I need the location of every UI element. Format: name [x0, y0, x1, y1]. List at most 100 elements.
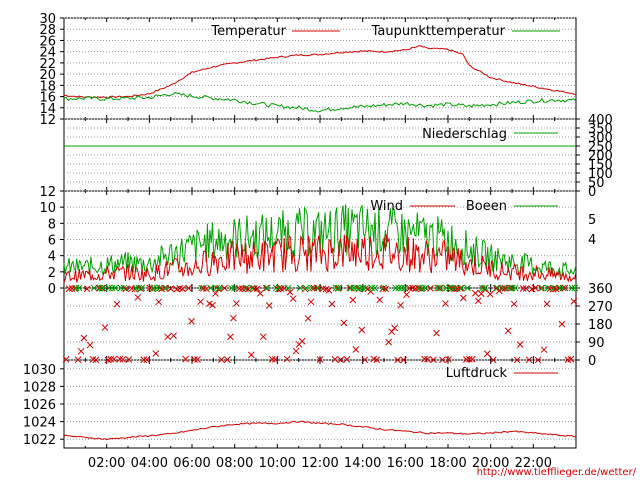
wind-direction-marker-123 [331, 355, 339, 363]
wind-direction-marker-86 [247, 351, 255, 359]
wind-direction-marker-21 [107, 356, 115, 363]
wind-direction-marker-202 [483, 350, 491, 358]
wind-direction-marker-22 [108, 284, 116, 292]
legend-wind-label: Wind [370, 199, 403, 214]
wind-direction-marker-160 [400, 356, 407, 364]
wind-direction-marker-28 [119, 356, 127, 363]
wind-direction-marker-190 [458, 284, 465, 292]
wind-direction-marker-111 [302, 284, 310, 292]
wind-direction-marker-36 [135, 284, 143, 292]
legend-boeen-label: Boeen [466, 199, 507, 214]
wind-direction-marker-26 [116, 355, 124, 363]
wind-direction-marker-35 [134, 294, 142, 301]
wind-direction-marker-24 [111, 284, 119, 292]
wind-direction-marker-182 [445, 356, 452, 363]
wind-direction-marker-193 [464, 284, 471, 292]
y-tick-label-3-0: 0 [588, 354, 596, 369]
wind-direction-marker-74 [221, 284, 228, 292]
wind-direction-marker-204 [489, 356, 497, 364]
wind-direction-marker-241 [568, 284, 576, 292]
wind-direction-marker-159 [398, 284, 406, 292]
wind-direction-marker-38 [138, 284, 146, 292]
wind-direction-marker-100 [277, 285, 285, 292]
y-tick-label-1-100: 100 [588, 167, 613, 182]
wind-direction-marker-61 [194, 356, 201, 363]
y-tick-label-1-200: 200 [588, 149, 613, 164]
wind-direction-marker-197 [474, 297, 482, 305]
wind-direction-marker-113 [307, 298, 315, 306]
wind-direction-marker-43 [150, 284, 158, 292]
wind-direction-marker-90 [256, 290, 264, 297]
wind-direction-marker-60 [191, 356, 198, 363]
wind-direction-marker-81 [236, 285, 243, 292]
wind-direction-marker-178 [437, 284, 444, 292]
wind-direction-marker-172 [424, 355, 431, 363]
wind-direction-marker-93 [263, 284, 271, 292]
y-tick-label-4-1026: 1026 [23, 398, 56, 413]
wind-direction-marker-128 [340, 319, 348, 327]
legend-niederschlag-label: Niederschlag [422, 127, 507, 142]
wind-direction-marker-131 [347, 284, 355, 292]
wind-direction-marker-105 [289, 295, 297, 303]
wind-direction-marker-53 [170, 332, 178, 340]
wind-direction-marker-77 [228, 284, 235, 292]
wind-direction-marker-217 [513, 356, 521, 364]
y-tick-label-4-1028: 1028 [23, 380, 56, 395]
x-time-label-0800: 08:00 [216, 456, 253, 471]
wind-direction-marker-51 [164, 333, 172, 341]
wind-direction-marker-199 [478, 284, 486, 292]
wind-line [63, 234, 577, 283]
legend-temperatur-label: Temperatur [210, 24, 286, 39]
wind-direction-marker-237 [559, 284, 567, 292]
x-time-label-1200: 12:00 [301, 456, 338, 471]
y-tick-label-1-350: 350 [588, 122, 613, 137]
wind-direction-marker-20 [105, 284, 113, 292]
boeen-line [63, 204, 577, 277]
y-tick-label-4-1030: 1030 [23, 363, 56, 378]
wind-direction-marker-72 [216, 284, 223, 292]
chart-frames [63, 17, 577, 449]
wind-direction-marker-0 [62, 356, 70, 363]
wind-direction-marker-148 [376, 296, 384, 304]
y-tick-label-0-18: 18 [39, 79, 56, 94]
temperatur-line [63, 45, 577, 99]
wind-direction-marker-73 [218, 356, 225, 363]
y-tick-label-0-24: 24 [39, 46, 56, 61]
y-tick-label-2-0: 0 [48, 282, 56, 297]
wind-direction-marker-57 [182, 355, 189, 363]
wind-direction-marker-224 [534, 356, 542, 364]
y-tick-label-2-12: 12 [39, 185, 56, 200]
wind-direction-marker-195 [468, 355, 476, 363]
y-tick-label-2-2: 2 [48, 266, 56, 281]
wind-direction-marker-47 [156, 284, 164, 292]
y-tick-label-0-12: 12 [39, 113, 56, 128]
wind-direction-marker-114 [308, 284, 316, 292]
wind-direction-marker-138 [358, 326, 366, 334]
wind-direction-marker-228 [543, 300, 551, 308]
y-tick-label-4-1024: 1024 [23, 416, 56, 431]
y-tick-label-3-270: 270 [588, 300, 613, 315]
y-tick-label-3-90: 90 [588, 336, 605, 351]
wind-direction-marker-116 [313, 284, 321, 292]
y-tick-label-0-26: 26 [39, 34, 56, 49]
wind-direction-marker-163 [406, 284, 413, 292]
wind-direction-marker-62 [197, 298, 204, 306]
wind-direction-marker-49 [161, 284, 169, 292]
wind-direction-marker-75 [224, 356, 231, 364]
wind-direction-marker-126 [335, 284, 343, 292]
wind-direction-marker-140 [361, 356, 369, 364]
wind-direction-marker-203 [486, 290, 494, 298]
x-time-label-0400: 04:00 [131, 456, 168, 471]
y-tick-label-1-250: 250 [588, 140, 613, 155]
wind-direction-marker-156 [394, 356, 402, 364]
wind-direction-marker-154 [391, 324, 399, 332]
wind-direction-marker-151 [382, 285, 390, 292]
wind-direction-marker-212 [505, 284, 513, 292]
wind-direction-marker-225 [537, 284, 545, 292]
wind-direction-marker-68 [209, 301, 216, 309]
wind-direction-marker-167 [416, 284, 423, 292]
source-url[interactable]: http://www.tiefflieger.de/wetter/ [477, 467, 637, 478]
wind-direction-marker-236 [558, 320, 566, 328]
wind-direction-marker-92 [262, 284, 270, 292]
